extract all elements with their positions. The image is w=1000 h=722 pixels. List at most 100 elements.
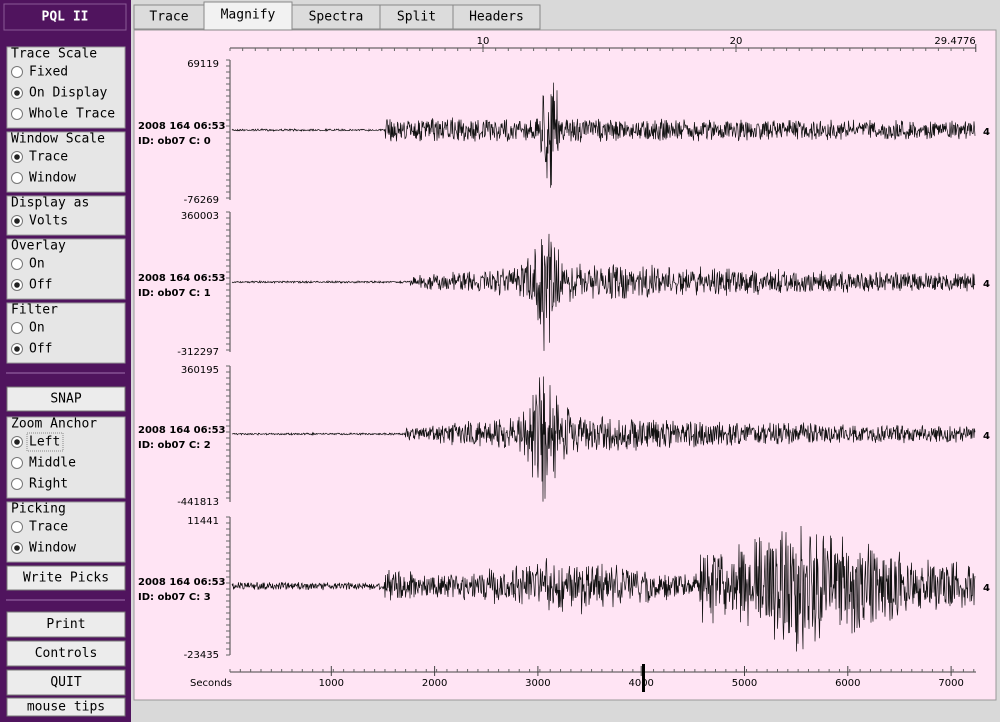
radio-label[interactable]: Off [29,342,52,357]
radio[interactable] [11,521,23,533]
tab-label[interactable]: Split [397,10,436,25]
bottom-tick-label: 7000 [938,678,963,689]
waveform [231,82,976,188]
trace-marker: 4 [983,127,990,138]
app-title: PQL II [42,10,89,25]
tips-box[interactable] [6,697,126,717]
bottom-tick-label: 2000 [422,678,447,689]
tab-label[interactable]: Spectra [309,10,364,25]
trace-marker: 4 [983,583,990,594]
group-box [6,131,126,193]
trace-date: 2008 164 06:53 [138,121,226,132]
radio-label[interactable]: Middle [29,456,76,471]
trace-max: 360195 [181,365,219,376]
tab[interactable] [452,4,541,30]
button[interactable] [6,565,126,591]
tab-label[interactable]: Headers [469,10,524,25]
radio[interactable] [11,478,23,490]
waveform [231,233,976,351]
trace-min: -76269 [184,195,219,206]
group-label: Overlay [11,239,66,254]
bottom-tick-label: 5000 [732,678,757,689]
button-label[interactable]: SNAP [50,392,81,407]
tab-label[interactable]: Magnify [221,8,276,23]
bottom-tick-label: 3000 [525,678,550,689]
tab[interactable] [291,4,381,30]
radio-label[interactable]: Right [29,477,68,492]
trace-marker: 4 [983,279,990,290]
radio-label[interactable]: Trace [29,520,68,535]
group-box [6,195,126,236]
button-label[interactable]: Controls [35,646,98,661]
radio[interactable] [11,322,23,334]
group-box [6,501,126,563]
tab-label[interactable]: Trace [149,10,188,25]
group-box [6,46,126,129]
waveform [231,525,976,652]
group-label: Zoom Anchor [11,417,97,432]
group-label: Picking [11,502,66,517]
radio[interactable] [11,457,23,469]
tab[interactable] [203,1,293,31]
trace-marker: 4 [983,431,990,442]
radio-label[interactable]: Off [29,278,52,293]
top-tick-label: 29.4776 [934,36,975,47]
trace-id: ID: ob07 C: 3 [138,592,211,603]
radio-dot [14,154,20,160]
radio-label[interactable]: Fixed [29,65,68,80]
radio[interactable] [11,108,23,120]
trace-min: -23435 [184,650,219,661]
radio-dot [14,346,20,352]
mouse-tips[interactable]: mouse tips [27,700,105,715]
button[interactable] [6,640,126,667]
button[interactable] [6,386,126,412]
button[interactable] [6,669,126,696]
radio-label[interactable]: On [29,321,45,336]
waveform [231,376,976,502]
trace-max: 360003 [181,211,219,222]
bottom-tick-label: 6000 [835,678,860,689]
trace-id: ID: ob07 C: 1 [138,288,211,299]
group-box [6,238,126,300]
radio-dot [14,282,20,288]
trace-date: 2008 164 06:53 [138,577,226,588]
button-label[interactable]: QUIT [50,675,81,690]
focus-ring [26,432,64,452]
group-label: Filter [11,303,58,318]
group-label: Display as [11,196,89,211]
trace-max: 69119 [187,59,219,70]
top-tick-label: 10 [477,36,490,47]
button-label[interactable]: Write Picks [23,571,109,586]
tab[interactable] [133,4,205,30]
button-label[interactable]: Print [46,617,85,632]
trace-id: ID: ob07 C: 2 [138,440,211,451]
trace-min: -441813 [177,497,219,508]
radio-dot [14,439,20,445]
button[interactable] [6,611,126,638]
trace-max: 11441 [187,516,219,527]
cursor-marker [642,664,645,692]
bottom-tick-label: 1000 [319,678,344,689]
title-box [3,3,127,31]
radio[interactable] [11,258,23,270]
group-label: Window Scale [11,132,105,147]
radio-label[interactable]: Left [29,435,60,450]
group-label: Trace Scale [11,47,97,62]
radio-label[interactable]: Window [29,541,76,556]
trace-min: -312297 [177,347,219,358]
bottom-tick-label: 4000 [628,678,653,689]
group-box [6,302,126,364]
top-tick-label: 20 [730,36,743,47]
radio[interactable] [11,66,23,78]
radio-label[interactable]: On Display [29,86,107,101]
radio-label[interactable]: On [29,257,45,272]
radio-label[interactable]: Volts [29,214,68,229]
radio-label[interactable]: Window [29,171,76,186]
trace-id: ID: ob07 C: 0 [138,136,211,147]
tab[interactable] [379,4,454,30]
radio-label[interactable]: Whole Trace [29,107,115,122]
radio-label[interactable]: Trace [29,150,68,165]
bottom-axis-label: Seconds [190,678,232,689]
radio[interactable] [11,172,23,184]
